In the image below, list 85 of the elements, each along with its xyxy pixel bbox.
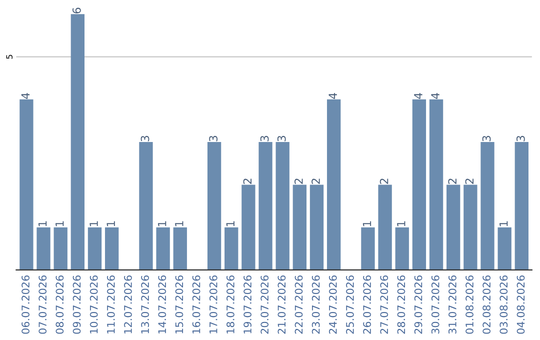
bar <box>429 99 444 270</box>
bar <box>258 142 272 270</box>
bar <box>224 227 238 270</box>
x-tick-label: 06.07.2026 <box>22 275 30 334</box>
bar <box>156 227 170 270</box>
bar <box>480 142 494 270</box>
bar <box>292 184 306 270</box>
bar <box>139 142 153 270</box>
ref-line-label: 5 <box>6 54 13 59</box>
data-label: 4 <box>328 92 337 99</box>
bar <box>20 99 34 270</box>
data-label: 4 <box>21 92 30 99</box>
x-tick-label: 17.07.2026 <box>209 275 218 334</box>
x-tick-label: 12.07.2026 <box>124 275 132 334</box>
data-label: 3 <box>209 136 218 142</box>
bar <box>242 184 256 270</box>
bar <box>378 184 392 270</box>
bar <box>36 227 50 270</box>
data-label: 1 <box>56 221 64 226</box>
bar <box>207 142 222 270</box>
data-label: 1 <box>38 221 47 226</box>
x-tick-label: 08.07.2026 <box>56 275 64 334</box>
bar <box>498 227 512 270</box>
bar <box>514 142 528 270</box>
bar <box>54 227 68 270</box>
data-label: 2 <box>294 178 303 184</box>
data-label: 1 <box>106 221 115 226</box>
x-tick-label: 26.07.2026 <box>363 275 371 334</box>
data-label: 3 <box>482 136 491 142</box>
x-tick-label: 04.08.2026 <box>516 275 525 334</box>
data-label: 2 <box>448 178 456 184</box>
bar <box>361 227 375 270</box>
x-tick-label: 20.07.2026 <box>260 275 269 334</box>
x-tick-label: 19.07.2026 <box>244 275 252 334</box>
x-tick-label: 29.07.2026 <box>414 275 422 334</box>
bar <box>88 227 102 270</box>
data-label: 3 <box>140 136 150 142</box>
x-tick-label: 28.07.2026 <box>397 275 406 334</box>
data-label: 1 <box>175 221 184 226</box>
data-label: 1 <box>158 221 166 226</box>
data-label: 2 <box>243 178 252 184</box>
data-label: 1 <box>397 221 406 226</box>
data-label: 3 <box>260 136 269 142</box>
x-tick-label: 09.07.2026 <box>72 275 81 334</box>
x-tick-label: 16.07.2026 <box>192 275 200 334</box>
x-tick-label: 03.08.2026 <box>500 275 508 334</box>
bar <box>173 227 187 270</box>
bar <box>395 227 409 270</box>
bar <box>70 14 85 270</box>
x-tick-label: 22.07.2026 <box>294 275 303 334</box>
x-tick-label: 31.07.2026 <box>448 275 456 334</box>
x-tick-label: 15.07.2026 <box>175 275 184 334</box>
x-tick-label: 25.07.2026 <box>346 275 354 334</box>
x-tick-label: 23.07.2026 <box>312 275 320 334</box>
data-label: 3 <box>277 136 286 142</box>
data-label: 1 <box>226 221 234 226</box>
data-label: 1 <box>90 221 98 226</box>
data-label: 6 <box>72 8 81 14</box>
data-label: 1 <box>500 221 508 226</box>
bar <box>310 184 324 270</box>
x-tick-label: 21.07.2026 <box>278 275 286 334</box>
data-label: 4 <box>414 92 422 99</box>
data-label: 1 <box>362 221 372 226</box>
x-tick-label: 24.07.2026 <box>328 275 337 334</box>
bar <box>412 99 426 270</box>
x-tick-label: 30.07.2026 <box>431 275 440 334</box>
x-tick-label: 27.07.2026 <box>380 275 388 334</box>
x-tick-label: 02.08.2026 <box>482 275 491 334</box>
x-tick-label: 01.08.2026 <box>466 275 474 334</box>
bar <box>464 184 478 270</box>
x-tick-label: 07.07.2026 <box>38 275 47 334</box>
bar <box>446 184 460 270</box>
x-tick-label: 18.07.2026 <box>226 275 234 334</box>
bar <box>276 142 290 270</box>
data-label: 4 <box>431 92 440 99</box>
x-tick-label: 11.07.2026 <box>106 275 115 334</box>
x-tick-label: 13.07.2026 <box>141 275 149 334</box>
data-label: 2 <box>465 178 474 184</box>
bar <box>104 227 119 270</box>
data-label: 3 <box>516 136 525 142</box>
data-label: 2 <box>380 178 388 184</box>
x-tick-label: 14.07.2026 <box>158 275 166 334</box>
bar <box>326 99 341 270</box>
data-label: 2 <box>312 178 320 184</box>
x-tick-label: 10.07.2026 <box>90 275 98 334</box>
